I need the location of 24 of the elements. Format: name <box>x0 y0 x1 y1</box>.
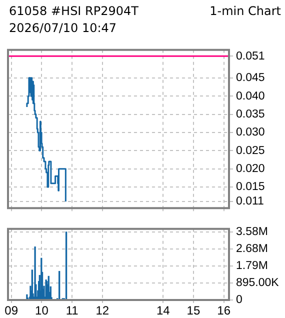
y-tick-label: 0.011 <box>236 196 264 208</box>
y-tick-label: 0.045 <box>236 72 265 84</box>
y-tick-label: 0.015 <box>236 181 265 194</box>
x-tick-label: 12 <box>96 304 110 318</box>
x-tick-label: 09 <box>4 304 18 318</box>
y-tick-label: 895.00K <box>236 277 280 290</box>
y-tick-label: 0.020 <box>236 162 265 175</box>
x-tick-label: 15 <box>186 304 200 318</box>
x-tick-label: 14 <box>156 304 170 318</box>
y-tick-label: 0.030 <box>236 126 265 139</box>
y-tick-label: 0.040 <box>236 90 265 102</box>
y-tick-label: 1.79M <box>236 260 268 272</box>
y-tick-label: 3.58M <box>236 226 268 238</box>
x-tick-label: 16 <box>217 304 231 318</box>
x-tick-label: 11 <box>66 304 79 318</box>
y-tick-label: 0.051 <box>236 50 265 62</box>
y-tick-label: 0.025 <box>236 144 265 157</box>
text: 2026/07/10 10:47 <box>9 21 117 35</box>
y-tick-label: 0.035 <box>236 108 265 120</box>
chart-subtitle: 1-min Chart <box>210 4 281 18</box>
x-tick-label: 10 <box>35 304 49 318</box>
chart-title: 61058 #HSI RP2904T <box>9 4 138 18</box>
y-tick-label: 2.68M <box>236 243 268 256</box>
y-tick-label: 0 <box>236 294 242 306</box>
